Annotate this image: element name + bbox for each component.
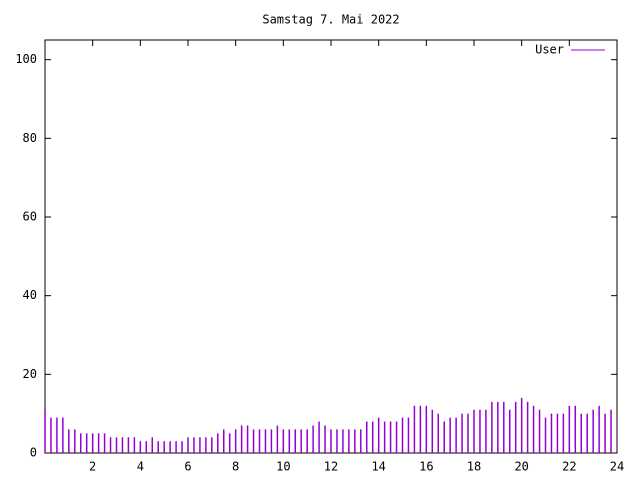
x-tick-label: 18 bbox=[467, 460, 481, 474]
y-tick-label: 20 bbox=[23, 367, 37, 381]
x-tick-label: 6 bbox=[184, 460, 191, 474]
x-tick-label: 16 bbox=[419, 460, 433, 474]
chart-title: Samstag 7. Mai 2022 bbox=[262, 13, 399, 27]
x-tick-label: 4 bbox=[137, 460, 144, 474]
x-tick-label: 20 bbox=[514, 460, 528, 474]
x-tick-label: 2 bbox=[89, 460, 96, 474]
x-tick-label: 8 bbox=[232, 460, 239, 474]
x-tick-label: 22 bbox=[562, 460, 576, 474]
x-tick-label: 12 bbox=[324, 460, 338, 474]
y-tick-label: 0 bbox=[30, 446, 37, 460]
plot-frame bbox=[44, 39, 618, 454]
legend-label: User bbox=[535, 43, 564, 57]
y-tick-label: 80 bbox=[23, 131, 37, 145]
x-tick-label: 10 bbox=[276, 460, 290, 474]
x-tick-label: 14 bbox=[371, 460, 385, 474]
y-tick-label: 100 bbox=[15, 52, 37, 66]
x-tick-label: 24 bbox=[610, 460, 624, 474]
y-tick-label: 40 bbox=[23, 288, 37, 302]
y-tick-label: 60 bbox=[23, 210, 37, 224]
